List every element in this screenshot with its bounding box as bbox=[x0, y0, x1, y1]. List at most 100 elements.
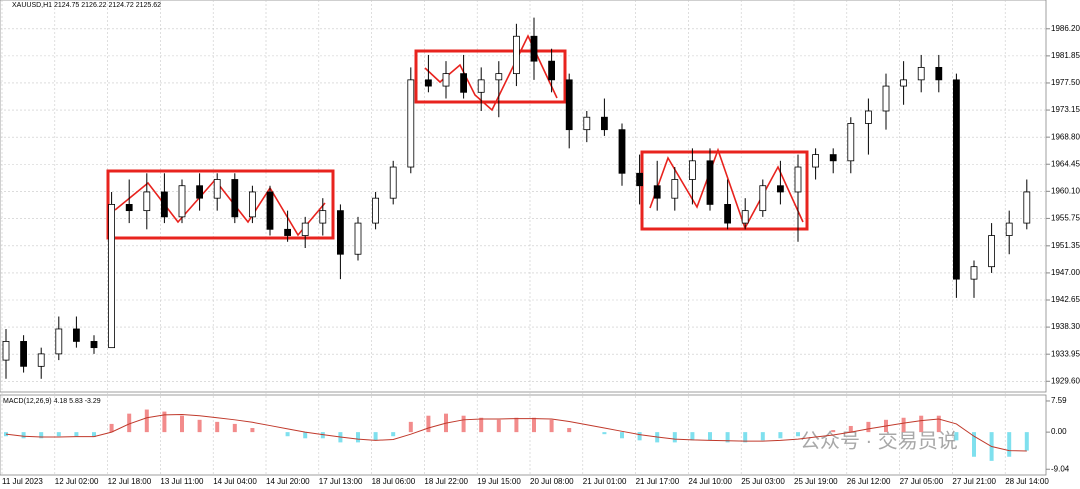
macd-bar bbox=[602, 432, 607, 435]
candle-body bbox=[178, 185, 186, 218]
candle-body bbox=[548, 60, 555, 81]
y-tick-label: 1986.20 bbox=[1051, 24, 1080, 33]
candle-body bbox=[372, 197, 380, 224]
range-box bbox=[640, 150, 809, 231]
macd-bar bbox=[180, 415, 184, 433]
macd-bar bbox=[21, 432, 26, 439]
candle-body bbox=[495, 73, 503, 81]
macd-bar bbox=[285, 432, 290, 437]
y-tick-label: 1960.10 bbox=[1051, 186, 1080, 195]
macd-frame bbox=[0, 394, 1047, 476]
x-tick-label: 24 Jul 10:00 bbox=[688, 477, 732, 486]
signal-line bbox=[5, 413, 1027, 452]
candle-body bbox=[389, 166, 397, 199]
y-tick-label: 1929.60 bbox=[1051, 376, 1080, 385]
macd-bar bbox=[426, 415, 431, 433]
candle-body bbox=[125, 204, 133, 212]
macd-bar bbox=[1007, 432, 1012, 457]
x-tick-label: 20 Jul 08:00 bbox=[530, 477, 574, 486]
candle-body bbox=[653, 185, 661, 199]
candle-body bbox=[724, 204, 731, 224]
candle-body bbox=[73, 328, 80, 342]
macd-bar bbox=[303, 432, 308, 439]
macd-bar bbox=[109, 423, 114, 433]
candle-body bbox=[90, 341, 98, 349]
candle-body bbox=[618, 129, 626, 174]
macd-bar bbox=[725, 432, 730, 443]
y-tick-label: 1977.50 bbox=[1051, 78, 1080, 87]
candle-body bbox=[882, 85, 890, 112]
candle-body bbox=[812, 154, 819, 168]
candle-body bbox=[706, 160, 714, 205]
x-tick-label: 27 Jul 21:00 bbox=[952, 477, 996, 486]
x-tick-label: 14 Jul 20:00 bbox=[266, 477, 310, 486]
candle-body bbox=[319, 210, 327, 224]
candle-body bbox=[20, 341, 28, 367]
macd-bar bbox=[373, 432, 378, 441]
macd-bar bbox=[144, 409, 149, 433]
watermark: 公众号 · 交易员说 bbox=[800, 429, 958, 452]
arrow-path bbox=[649, 147, 804, 230]
candle-body bbox=[935, 66, 943, 81]
candle-body bbox=[266, 191, 274, 230]
candle-body bbox=[847, 123, 855, 162]
range-box bbox=[414, 49, 567, 104]
macd-bar bbox=[831, 430, 836, 433]
candle-body bbox=[55, 328, 63, 355]
candle-body bbox=[970, 266, 978, 280]
x-tick-label: 11 Jul 2023 bbox=[2, 477, 43, 486]
macd-bar bbox=[408, 421, 413, 433]
macd-bar bbox=[796, 432, 800, 437]
macd-bar bbox=[901, 417, 906, 433]
macd-bar bbox=[690, 432, 695, 441]
x-tick-label: 21 Jul 17:00 bbox=[636, 477, 680, 486]
macd-bar bbox=[778, 432, 783, 439]
y-tick-label: 1964.45 bbox=[1051, 159, 1080, 168]
candle-body bbox=[636, 172, 643, 187]
candle-body bbox=[583, 116, 591, 131]
macd-bar bbox=[1024, 432, 1029, 451]
x-tick-label: 26 Jul 12:00 bbox=[847, 477, 891, 486]
y-tick-label: 1955.75 bbox=[1051, 214, 1080, 223]
candle-body bbox=[284, 228, 292, 236]
macd-bar bbox=[919, 415, 924, 433]
candle-body bbox=[213, 179, 221, 199]
candle-body bbox=[917, 66, 925, 81]
candle-body bbox=[2, 341, 10, 361]
macd-bar bbox=[215, 421, 220, 433]
x-tick-label: 21 Jul 01:00 bbox=[583, 477, 627, 486]
y-tick-label: 1973.15 bbox=[1051, 105, 1080, 114]
candle-body bbox=[865, 110, 872, 124]
x-tick-label: 18 Jul 22:00 bbox=[424, 477, 468, 486]
candle-body bbox=[424, 79, 432, 87]
candle-body bbox=[196, 185, 204, 199]
candle-body bbox=[160, 191, 168, 218]
candle-body bbox=[442, 73, 450, 87]
macd-bar bbox=[391, 432, 396, 437]
candle-body bbox=[108, 204, 115, 349]
candle-body bbox=[900, 79, 907, 87]
macd-title: MACD(12,26,9) 4.18 5.83 -3.29 bbox=[3, 398, 101, 405]
y-tick-label: 1968.80 bbox=[1051, 132, 1080, 141]
y-tick-label: 1947.00 bbox=[1051, 268, 1080, 277]
macd-bar bbox=[760, 432, 765, 441]
x-tick-label: 19 Jul 15:00 bbox=[477, 477, 521, 486]
x-tick-label: 28 Jul 14:00 bbox=[1005, 477, 1049, 486]
macd-bar bbox=[356, 432, 360, 443]
candle-body bbox=[777, 185, 784, 193]
x-tick-label: 12 Jul 18:00 bbox=[108, 477, 152, 486]
candle-body bbox=[513, 35, 520, 75]
candle-body bbox=[354, 222, 362, 255]
macd-bar bbox=[250, 428, 255, 433]
macd-bar bbox=[74, 432, 79, 437]
candle-body bbox=[530, 35, 538, 62]
x-tick-label: 13 Jul 11:00 bbox=[160, 477, 204, 486]
macd-bar bbox=[848, 425, 853, 433]
macd-bar bbox=[197, 419, 202, 433]
candle-body bbox=[1023, 191, 1031, 224]
candle-body bbox=[829, 154, 837, 162]
candle-body bbox=[336, 210, 344, 255]
main-frame bbox=[0, 0, 1047, 393]
candle-body bbox=[565, 79, 573, 131]
